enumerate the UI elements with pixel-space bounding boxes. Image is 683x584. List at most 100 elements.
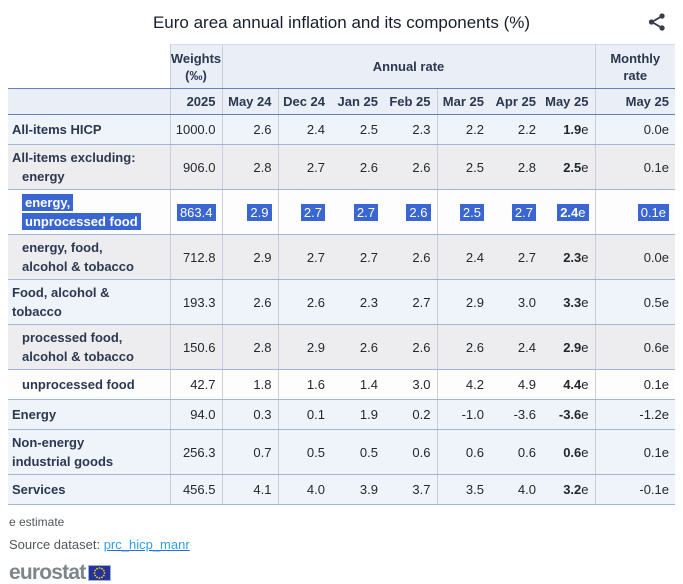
value-cell: 2.4e [542,189,596,235]
value-cell: 1.9e [542,114,596,145]
value-cell: 0.5 [331,429,384,475]
value-cell: 1.6 [278,369,331,400]
value-cell: 2.3 [384,114,438,145]
value-cell: 2.6 [384,234,438,280]
value-cell: 0.7 [222,429,279,475]
value-cell: 0.5e [595,279,675,325]
value-cell: 4.0 [490,474,542,505]
row-label: All-items HICP [8,114,171,145]
value-cell: 2.6 [331,324,384,370]
row-label-line: tobacco [12,304,62,319]
month-header: Dec 24 [278,88,331,115]
share-icon [648,13,665,31]
row-label: All-items excluding: energy [8,144,171,190]
row-label: Food, alcohol & tobacco [8,279,171,325]
value-cell: 2.7 [278,234,331,280]
header-group-row: Weights (‰) Annual rate Monthly rate [8,44,675,89]
row-label-line: unprocessed food [22,377,135,392]
value-cell: 2.6 [222,114,279,145]
table-row: Non-energy industrial goods 256.3 0.7 0.5 0.5… [8,429,675,475]
value-cell: 2.8 [222,144,279,190]
value-cell: 2.8 [490,144,542,190]
value-cell: 2.3e [542,234,596,280]
value-cell: 2.7 [278,144,331,190]
row-label-line: energy [22,169,65,184]
value-cell: 2.5 [437,189,490,235]
row-label-line: All-items excluding: [12,150,136,165]
value-cell: 2.9e [542,324,596,370]
source-label: Source dataset: [9,537,101,552]
row-label: energy, food, alcohol & tobacco [8,234,171,280]
table-row: Food, alcohol & tobacco 193.3 2.6 2.6 2.3 2.7 2… [8,279,675,325]
source-row: Source dataset: prc_hicp_manr [9,537,683,552]
table-header: Weights (‰) Annual rate Monthly rate 202… [8,44,675,115]
value-cell: 3.0 [384,369,438,400]
value-cell: 2.7 [331,234,384,280]
value-cell: 2.6 [278,279,331,325]
value-cell: 3.5 [437,474,490,505]
row-label: Energy [8,399,171,430]
value-cell: -3.6 [490,399,542,430]
value-cell: 0.1 [278,399,331,430]
weights-header: Weights (‰) [170,44,223,89]
eurostat-logo-text: eurostat [9,561,86,584]
value-cell: 4.2 [437,369,490,400]
value-cell: 0.2 [384,399,438,430]
table-row: All-items HICP 1000.0 2.6 2.4 2.5 2.3 2.2 2.2 1.… [8,114,675,145]
value-cell: 2.6 [222,279,279,325]
value-cell: 2.6 [437,324,490,370]
row-label-line: energy, food, [22,240,103,255]
table-row: processed food, alcohol & tobacco 150.6 2.8… [8,324,675,370]
value-cell: 1.4 [331,369,384,400]
value-cell: 42.7 [170,369,223,400]
share-button[interactable] [646,11,668,33]
value-cell: 4.4e [542,369,596,400]
value-cell: 2.6 [331,144,384,190]
value-cell: 2.2 [490,114,542,145]
month-header: Feb 25 [384,88,438,115]
row-label-line: All-items HICP [12,122,102,137]
row-label: processed food, alcohol & tobacco [8,324,171,370]
annual-rate-header: Annual rate [222,44,596,89]
value-cell: 4.0 [278,474,331,505]
value-cell: 4.9 [490,369,542,400]
value-cell: -1.0 [437,399,490,430]
value-cell: -3.6e [542,399,596,430]
value-cell: 256.3 [170,429,223,475]
value-cell: 2.9 [222,189,279,235]
value-cell: 2.6 [384,144,438,190]
value-cell: 2.4 [490,324,542,370]
month-header: Mar 25 [437,88,490,115]
value-cell: 1000.0 [170,114,223,145]
row-label-line: Services [12,482,66,497]
source-dataset-link[interactable]: prc_hicp_manr [103,537,190,552]
value-cell: 1.9 [331,399,384,430]
value-cell: 2.7 [490,234,542,280]
value-cell: 0.0e [595,234,675,280]
value-cell: 2.7 [490,189,542,235]
value-cell: 0.6e [595,324,675,370]
value-cell: 94.0 [170,399,223,430]
row-label-line: unprocessed food [12,212,168,231]
value-cell: 2.7 [331,189,384,235]
row-label: energy, unprocessed food [8,189,171,235]
value-cell: 0.0e [595,114,675,145]
value-cell: 0.6 [437,429,490,475]
value-cell: 2.4 [278,114,331,145]
value-cell: 2.6 [384,189,438,235]
row-label-line: energy, [12,193,168,212]
value-cell: 0.3 [222,399,279,430]
value-cell: 2.9 [222,234,279,280]
table-row: Services 456.5 4.1 4.0 3.9 3.7 3.5 4.0 3.2e -0.1e [8,474,675,505]
corner-cell [8,44,171,89]
value-cell: 3.0 [490,279,542,325]
row-label-line: industrial goods [12,454,114,469]
month-header: Apr 25 [490,88,542,115]
corner-cell-2 [8,88,171,115]
month-header: Jan 25 [331,88,384,115]
table-body: All-items HICP 1000.0 2.6 2.4 2.5 2.3 2.2 2.2 1.… [8,114,675,505]
row-label-line: Energy [12,407,57,422]
header-period-row: 2025 May 24 Dec 24 Jan 25 Feb 25 Mar 25 Apr 2… [8,88,675,115]
row-label-line: alcohol & tobacco [22,259,134,274]
row-label-line: Non-energy [12,435,85,450]
